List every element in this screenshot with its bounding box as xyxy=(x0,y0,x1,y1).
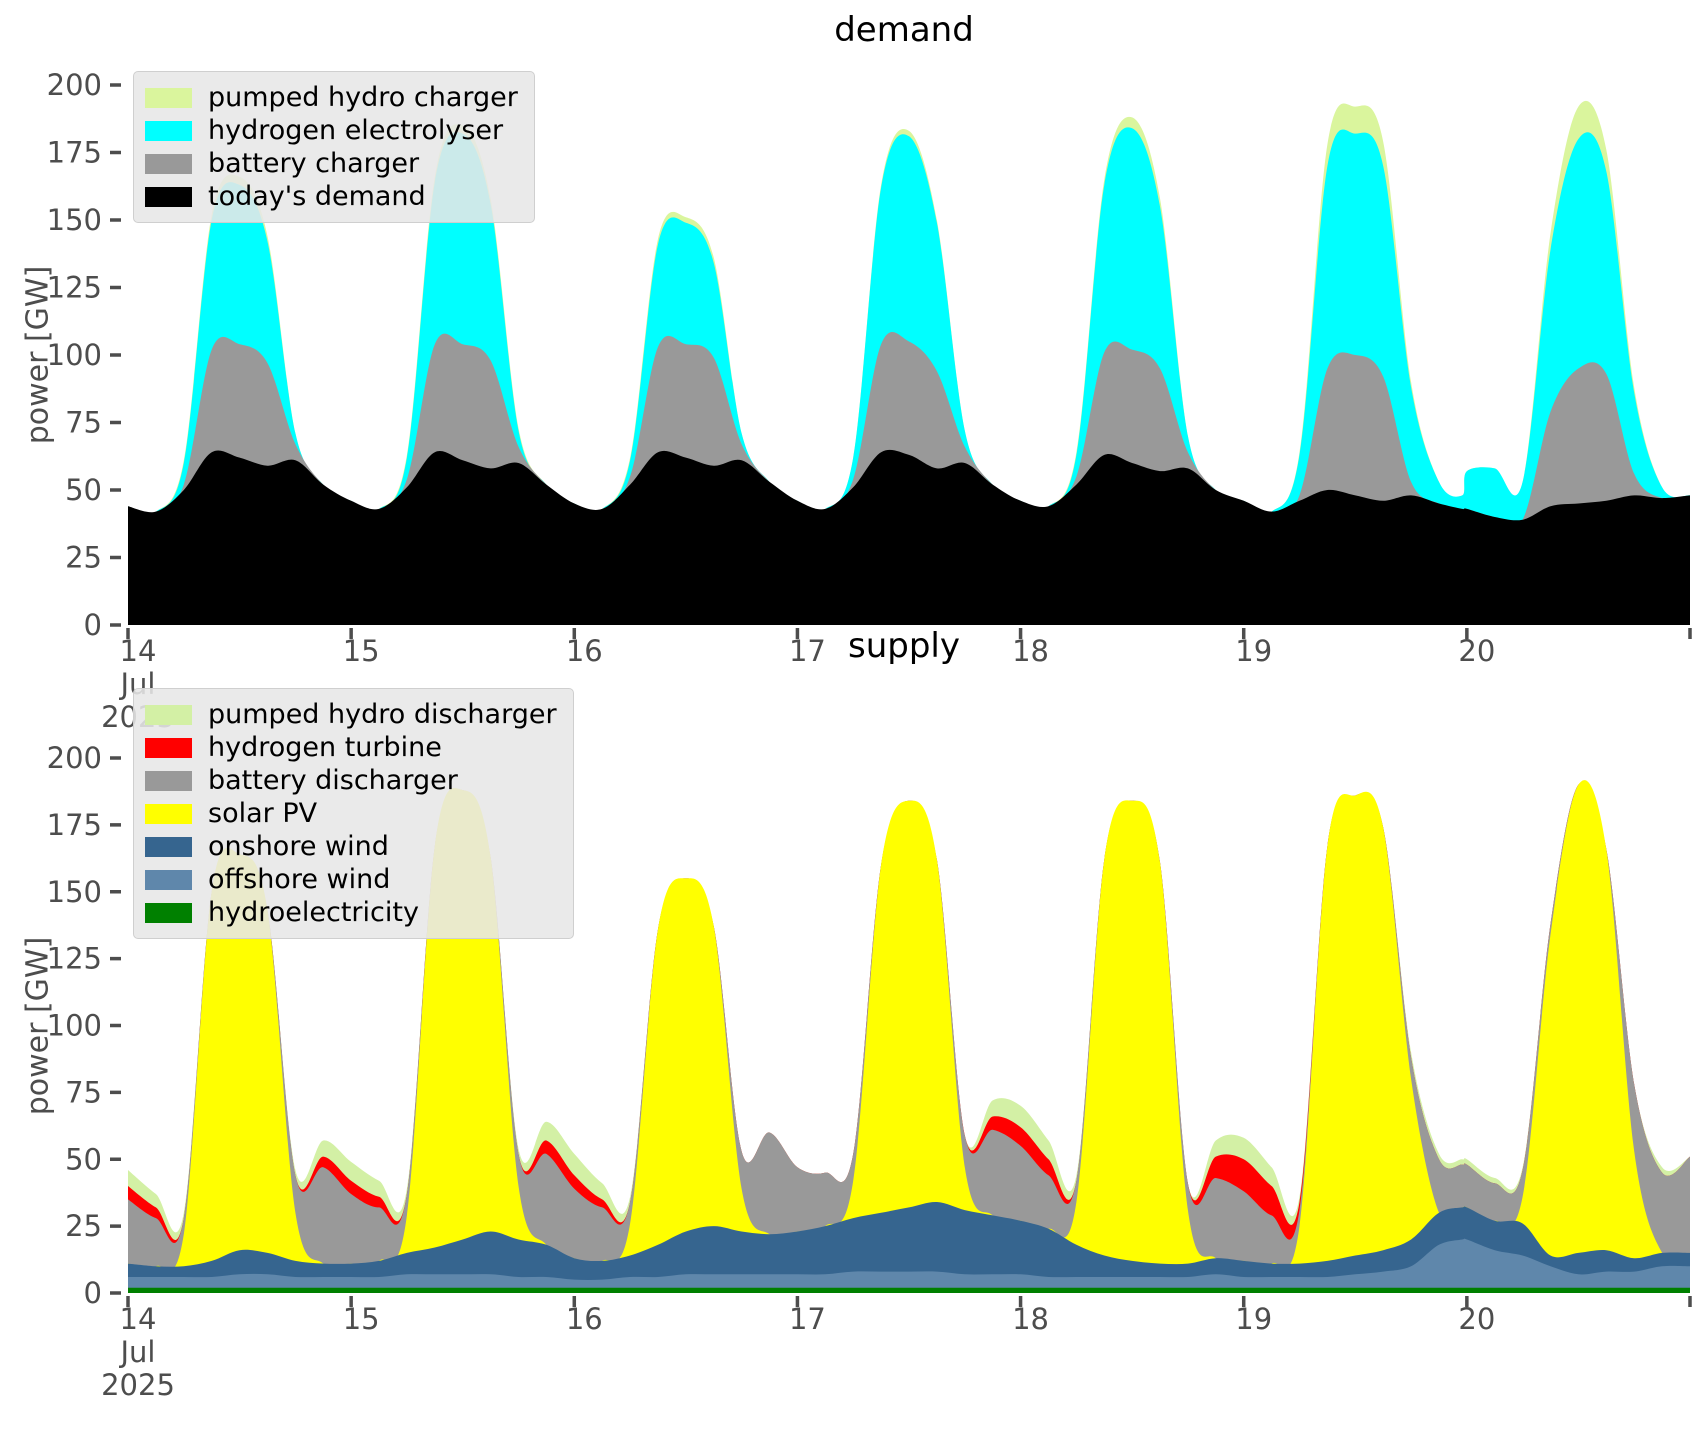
y-tick-label: 150 xyxy=(47,875,102,909)
y-tick-label: 150 xyxy=(47,203,102,237)
legend-swatch-hydrogen-electrolyser xyxy=(145,120,192,141)
legend-swatch-pumped-hydro-charger xyxy=(145,87,192,108)
legend-swatch-battery-discharger xyxy=(145,770,192,791)
x-tick-label: 14 xyxy=(120,634,157,668)
x-tick-label: 15 xyxy=(343,634,380,668)
demand-chart-title: demand xyxy=(834,10,974,50)
x-tick-label: 15 xyxy=(343,1302,380,1336)
y-tick-label: 0 xyxy=(84,1276,102,1310)
area-hydroelectricity xyxy=(128,1287,1690,1293)
x-tick-label: 14 xyxy=(120,1302,157,1336)
area-offshore-wind xyxy=(128,1238,1690,1293)
y-tick-label: 100 xyxy=(47,1009,102,1043)
area-solar-pv xyxy=(128,780,1690,1293)
legend-label-pumped-hydro-charger: pumped hydro charger xyxy=(208,82,518,113)
y-tick-label: 125 xyxy=(47,271,102,305)
legend-item-todays-demand: today's demand xyxy=(145,180,518,213)
legend-label-pumped-hydro-discharger: pumped hydro discharger xyxy=(208,699,557,730)
legend-label-offshore-wind: offshore wind xyxy=(208,864,391,895)
legend-label-onshore-wind: onshore wind xyxy=(208,831,389,862)
legend-swatch-offshore-wind xyxy=(145,869,192,890)
x-tick-label: 20 xyxy=(1458,1302,1495,1336)
legend-item-battery-discharger: battery discharger xyxy=(145,764,557,797)
legend-label-hydroelectricity: hydroelectricity xyxy=(208,897,419,928)
legend-item-hydroelectricity: hydroelectricity xyxy=(145,896,557,929)
x-tick-label: 16 xyxy=(566,634,603,668)
legend-swatch-pumped-hydro-discharger xyxy=(145,704,192,725)
y-tick-label: 75 xyxy=(65,406,102,440)
y-tick-label: 200 xyxy=(47,68,102,102)
y-tick-label: 200 xyxy=(47,741,102,775)
legend-label-battery-charger: battery charger xyxy=(208,148,420,179)
legend-item-pumped-hydro-charger: pumped hydro charger xyxy=(145,81,518,114)
y-tick-label: 175 xyxy=(47,808,102,842)
y-tick-label: 50 xyxy=(65,473,102,507)
supply-legend: pumped hydro discharger hydrogen turbine b… xyxy=(133,688,574,939)
legend-item-offshore-wind: offshore wind xyxy=(145,863,557,896)
x-tick-label: 18 xyxy=(1012,1302,1049,1336)
demand-legend: pumped hydro charger hydrogen electrolyse… xyxy=(133,71,535,223)
x-tick-label: 20 xyxy=(1458,634,1495,668)
x-tick-label: 18 xyxy=(1012,634,1049,668)
legend-item-battery-charger: battery charger xyxy=(145,147,518,180)
y-tick-label: 25 xyxy=(65,541,102,575)
legend-swatch-solar-pv xyxy=(145,803,192,824)
x-tick-label: 17 xyxy=(789,634,826,668)
legend-swatch-hydrogen-turbine xyxy=(145,737,192,758)
demand-y-axis-label: power [GW] xyxy=(20,265,56,445)
x-tick-sublabel: 2025 xyxy=(101,1368,175,1402)
legend-item-pumped-hydro-discharger: pumped hydro discharger xyxy=(145,698,557,731)
supply-chart-title: supply xyxy=(848,626,960,666)
x-tick-label: 19 xyxy=(1235,1302,1272,1336)
y-tick-label: 125 xyxy=(47,942,102,976)
legend-item-hydrogen-turbine: hydrogen turbine xyxy=(145,731,557,764)
y-tick-label: 50 xyxy=(65,1142,102,1176)
legend-label-solar-pv: solar PV xyxy=(208,798,318,829)
legend-item-hydrogen-electrolyser: hydrogen electrolyser xyxy=(145,114,518,147)
legend-label-hydrogen-turbine: hydrogen turbine xyxy=(208,732,442,763)
legend-swatch-todays-demand xyxy=(145,186,192,207)
legend-item-onshore-wind: onshore wind xyxy=(145,830,557,863)
legend-label-hydrogen-electrolyser: hydrogen electrolyser xyxy=(208,115,504,146)
y-tick-label: 175 xyxy=(47,136,102,170)
x-tick-label: 19 xyxy=(1235,634,1272,668)
y-tick-label: 100 xyxy=(47,338,102,372)
legend-swatch-hydroelectricity xyxy=(145,902,192,923)
supply-y-axis-label: power [GW] xyxy=(20,936,56,1116)
legend-label-battery-discharger: battery discharger xyxy=(208,765,458,796)
legend-item-solar-pv: solar PV xyxy=(145,797,557,830)
y-tick-label: 25 xyxy=(65,1209,102,1243)
legend-swatch-battery-charger xyxy=(145,153,192,174)
x-tick-sublabel: Jul xyxy=(119,1335,156,1369)
x-tick-label: 17 xyxy=(789,1302,826,1336)
x-tick-label: 16 xyxy=(566,1302,603,1336)
area-todays-demand xyxy=(128,449,1690,625)
y-tick-label: 0 xyxy=(84,608,102,642)
y-tick-label: 75 xyxy=(65,1075,102,1109)
legend-swatch-onshore-wind xyxy=(145,836,192,857)
legend-label-todays-demand: today's demand xyxy=(208,181,426,212)
area-onshore-wind xyxy=(128,1201,1690,1293)
